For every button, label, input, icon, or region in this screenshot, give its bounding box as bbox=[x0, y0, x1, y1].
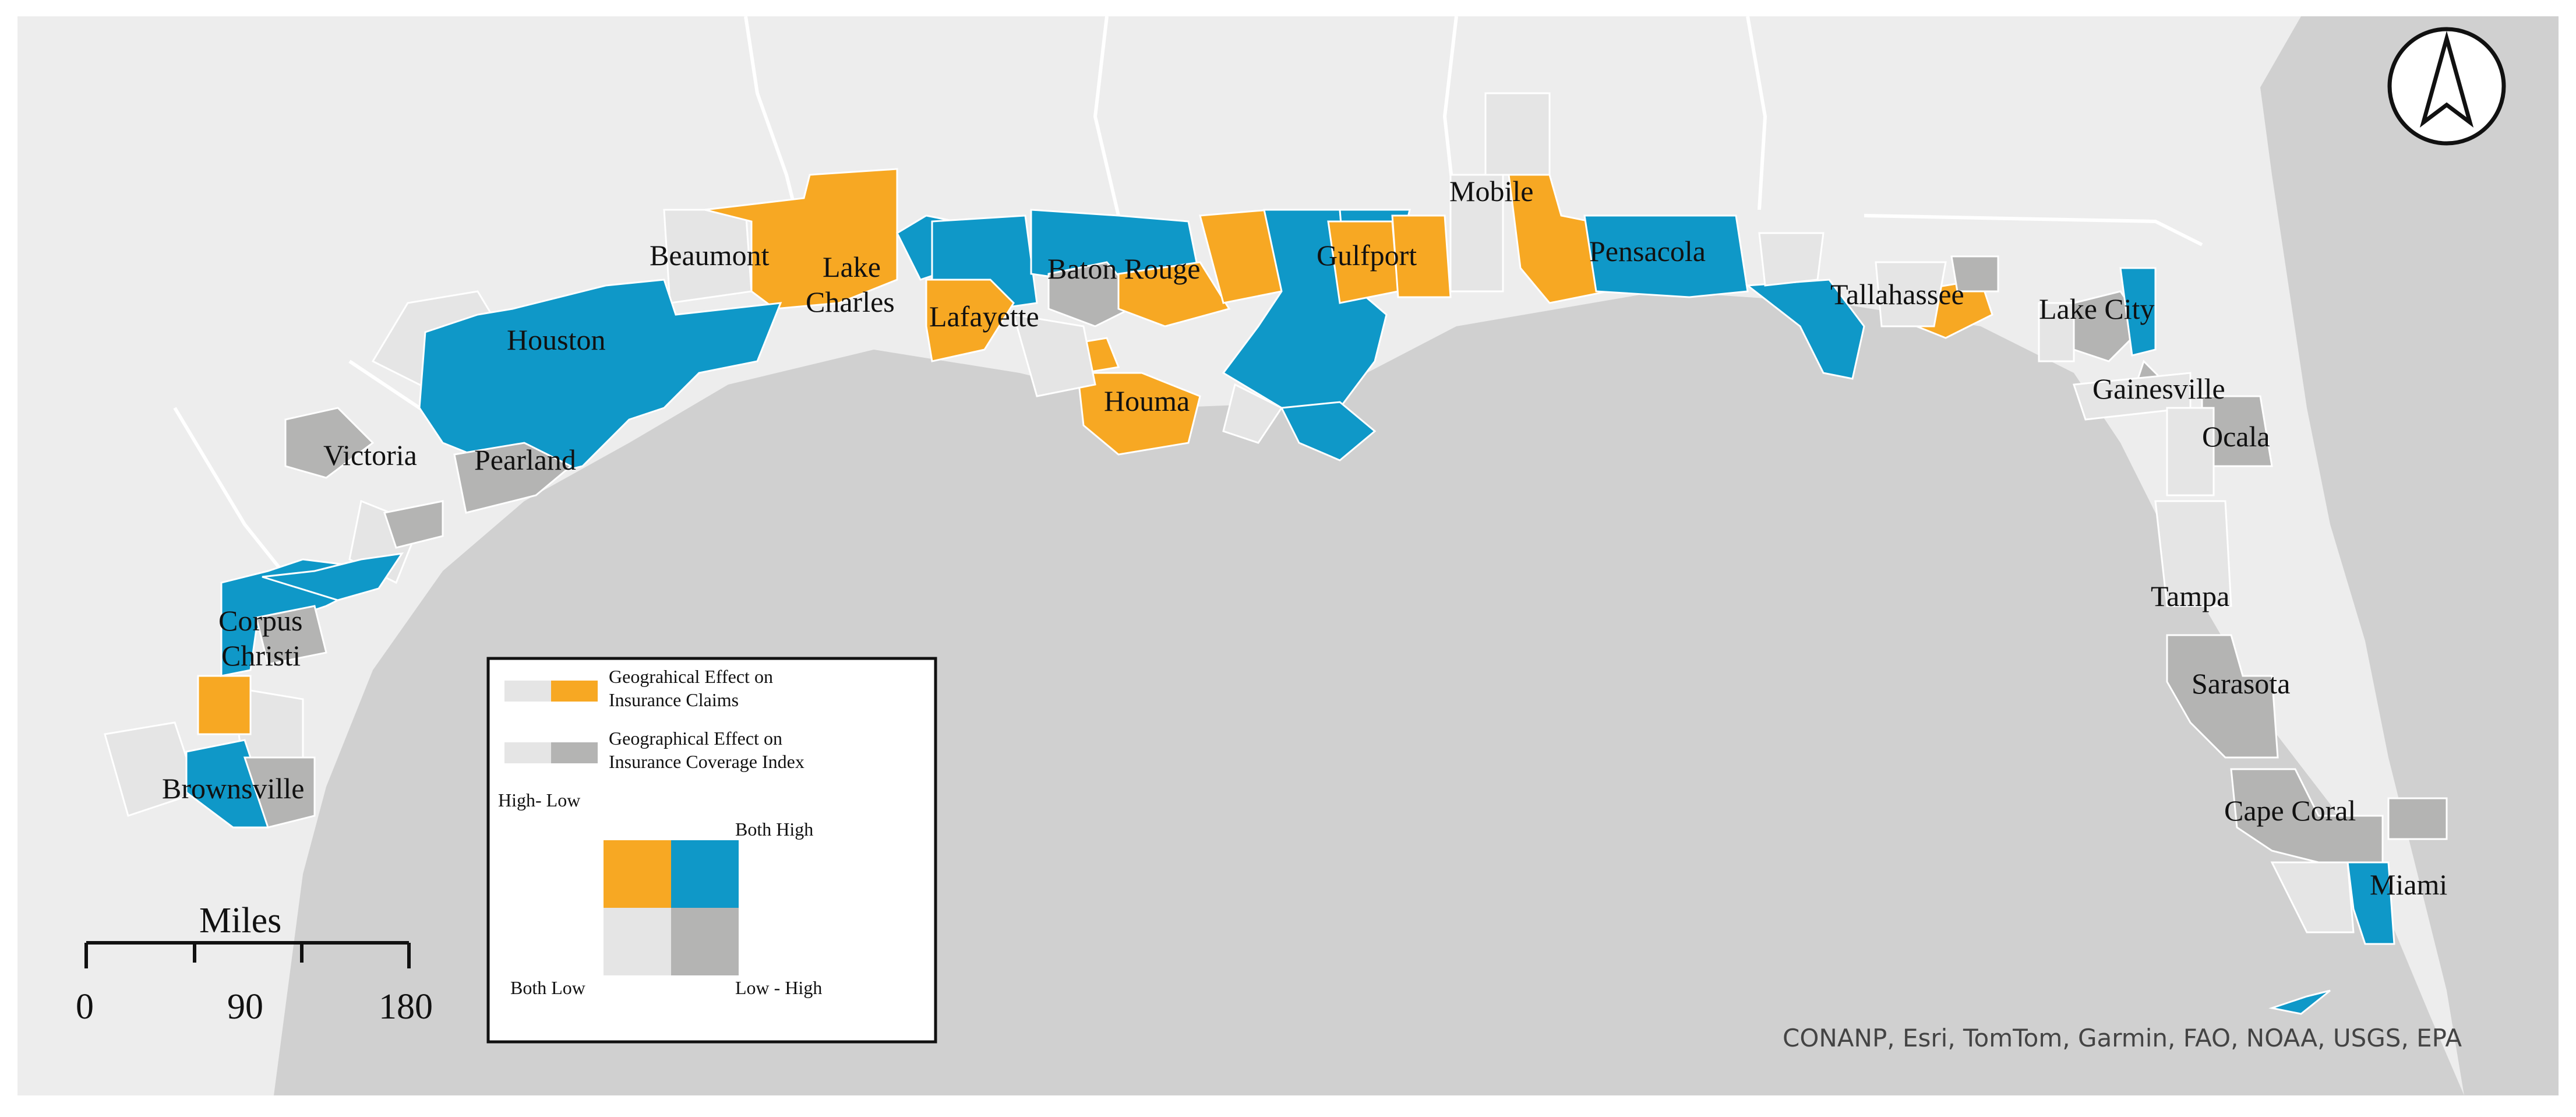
label-lake-city: Lake City bbox=[2039, 293, 2155, 325]
label-tallahassee: Tallahassee bbox=[1830, 278, 1964, 311]
legend-both-high: Both High bbox=[735, 819, 813, 840]
label-miami: Miami bbox=[2370, 868, 2447, 901]
label-sarasota: Sarasota bbox=[2192, 667, 2290, 700]
label-tampa: Tampa bbox=[2151, 580, 2229, 612]
label-gulfport: Gulfport bbox=[1317, 239, 1417, 272]
scale-unit: Miles bbox=[199, 901, 281, 940]
label-corpus-christi-2: Christi bbox=[221, 639, 301, 672]
legend-coverage-label-2: Insurance Coverage Index bbox=[609, 751, 804, 772]
legend-both-low: Both Low bbox=[510, 977, 585, 998]
legend-high-low: High- Low bbox=[498, 790, 580, 811]
scale-tick-180: 180 bbox=[379, 987, 433, 1027]
legend-claims-swatch-low bbox=[504, 681, 551, 702]
legend: Geograhical Effect on Insurance Claims G… bbox=[486, 657, 937, 1044]
label-houston: Houston bbox=[507, 323, 605, 356]
label-victoria: Victoria bbox=[323, 439, 417, 471]
atlantic-ocean bbox=[2260, 16, 2559, 1095]
legend-claims-label-2: Insurance Claims bbox=[609, 689, 739, 710]
label-lafayette: Lafayette bbox=[929, 300, 1039, 333]
label-ocala: Ocala bbox=[2202, 420, 2270, 453]
label-beaumont: Beaumont bbox=[650, 239, 770, 272]
north-arrow-icon bbox=[2387, 27, 2506, 146]
label-mobile: Mobile bbox=[1449, 175, 1533, 207]
legend-grid-high-low bbox=[604, 840, 671, 908]
legend-coverage-swatch-high bbox=[551, 742, 598, 763]
label-pensacola: Pensacola bbox=[1589, 235, 1706, 267]
legend-grid-both-low bbox=[604, 908, 671, 975]
legend-grid-both-high bbox=[671, 840, 739, 908]
scale-bar: Miles 0 90 180 bbox=[76, 901, 433, 1027]
label-gainesville: Gainesville bbox=[2092, 372, 2225, 405]
label-brownsville: Brownsville bbox=[162, 772, 304, 805]
scale-tick-90: 90 bbox=[227, 987, 263, 1027]
legend-coverage-label-1: Geographical Effect on bbox=[609, 728, 782, 749]
label-baton-rouge: Baton Rouge bbox=[1047, 252, 1200, 285]
label-pearland: Pearland bbox=[474, 443, 576, 476]
attribution: CONANP, Esri, TomTom, Garmin, FAO, NOAA,… bbox=[1783, 1024, 2462, 1052]
legend-grid-low-high bbox=[671, 908, 739, 975]
label-cape-coral: Cape Coral bbox=[2224, 794, 2356, 827]
label-corpus-christi-1: Corpus bbox=[218, 604, 302, 637]
label-lake-charles-1: Lake bbox=[823, 251, 881, 283]
legend-claims-swatch-high bbox=[551, 681, 598, 702]
legend-coverage-swatch-low bbox=[504, 742, 551, 763]
counties bbox=[104, 92, 2448, 1015]
legend-claims-label-1: Geograhical Effect on bbox=[609, 666, 773, 687]
city-labels: Beaumont Lake Charles Houston Pearland V… bbox=[162, 175, 2447, 901]
label-lake-charles-2: Charles bbox=[806, 286, 895, 318]
scale-tick-0: 0 bbox=[76, 987, 94, 1027]
legend-low-high: Low - High bbox=[735, 977, 822, 998]
label-houma: Houma bbox=[1104, 385, 1190, 417]
